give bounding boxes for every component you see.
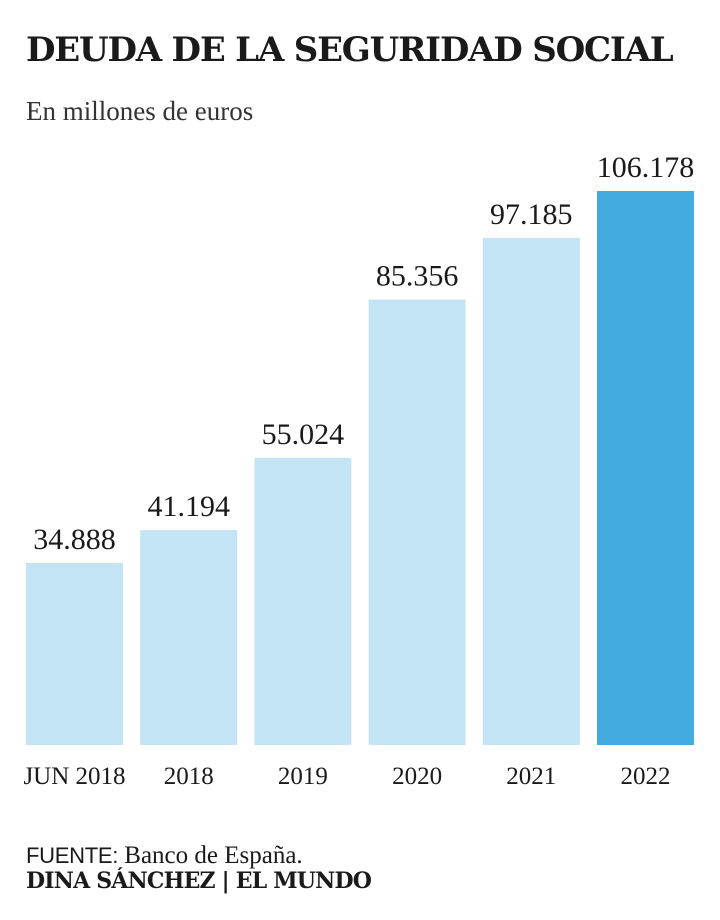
source-note: FUENTE: Banco de España.	[26, 842, 303, 870]
bar-2020	[368, 299, 466, 745]
chart-subtitle: En millones de euros	[26, 96, 254, 126]
source-text: Banco de España.	[124, 842, 303, 869]
bar-jun-2018	[26, 563, 123, 745]
credit-line: DINA SÁNCHEZ | EL MUNDO	[26, 868, 372, 894]
bar-2018	[140, 530, 238, 745]
category-label-2018: 2018	[164, 763, 214, 790]
category-label-2020: 2020	[392, 763, 442, 790]
value-label-2020: 85.356	[376, 260, 459, 293]
value-label-2021: 97.185	[490, 198, 573, 231]
category-label-2022: 2022	[621, 763, 671, 790]
category-label-2019: 2019	[278, 763, 328, 790]
value-label-2022: 106.178	[597, 151, 695, 184]
bar-2019	[254, 457, 352, 745]
value-label-jun-2018: 34.888	[33, 523, 116, 556]
category-label-2021: 2021	[506, 763, 556, 790]
source-label: FUENTE:	[26, 843, 119, 868]
bar-2021	[482, 237, 580, 745]
category-label-jun-2018: JUN 2018	[23, 763, 125, 790]
chart-title: DEUDA DE LA SEGURIDAD SOCIAL	[26, 30, 674, 70]
value-label-2019: 55.024	[262, 418, 345, 451]
bar-2022	[597, 191, 694, 745]
value-label-2018: 41.194	[147, 490, 230, 523]
